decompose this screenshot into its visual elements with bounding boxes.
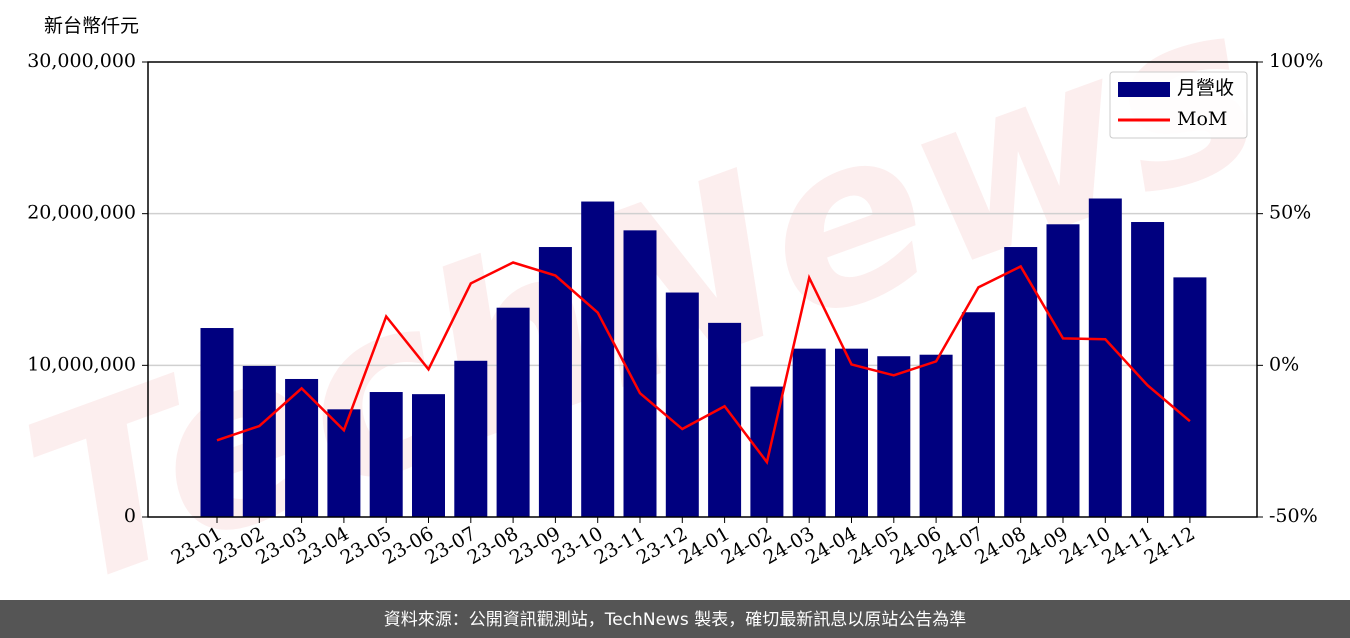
legend-label: MoM xyxy=(1177,108,1227,130)
legend-label: 月營收 xyxy=(1177,77,1234,99)
bar xyxy=(961,312,995,517)
bar xyxy=(1173,277,1207,517)
footer xyxy=(0,600,1350,638)
plot-frame xyxy=(147,61,1258,518)
bar xyxy=(792,348,826,517)
legend-swatch xyxy=(1118,82,1170,97)
bar xyxy=(369,392,403,517)
mom-line xyxy=(216,261,1191,465)
bar xyxy=(454,360,488,517)
y-tick-label: 0 xyxy=(124,505,136,527)
source-note: 資料來源：公開資訊觀測站，TechNews 製表，確切最新訊息以原站公告為準 xyxy=(384,610,966,630)
bar xyxy=(285,378,319,517)
bar xyxy=(496,307,530,517)
bar xyxy=(835,348,868,517)
bar xyxy=(1004,247,1038,518)
y-tick-label: 30,000,000 xyxy=(27,50,136,72)
bar xyxy=(242,365,276,517)
bar xyxy=(412,394,445,517)
bar xyxy=(327,409,361,517)
y2-tick-label: 50% xyxy=(1269,202,1311,224)
bar xyxy=(1131,222,1165,517)
bar xyxy=(538,247,572,518)
bar xyxy=(1088,198,1122,517)
y-axis-label: 新台幣仟元 xyxy=(44,15,139,37)
y2-tick-label: -50% xyxy=(1269,505,1318,527)
bar xyxy=(877,356,911,517)
bar xyxy=(919,354,953,517)
bar xyxy=(750,386,784,517)
y-tick-label: 10,000,000 xyxy=(27,353,136,375)
y2-tick-label: 100% xyxy=(1269,50,1323,72)
y2-tick-label: 0% xyxy=(1269,353,1299,375)
bar xyxy=(665,292,699,517)
bar xyxy=(1046,224,1080,518)
y-tick-label: 20,000,000 xyxy=(27,202,136,224)
bar xyxy=(200,328,234,517)
bar xyxy=(581,201,615,518)
